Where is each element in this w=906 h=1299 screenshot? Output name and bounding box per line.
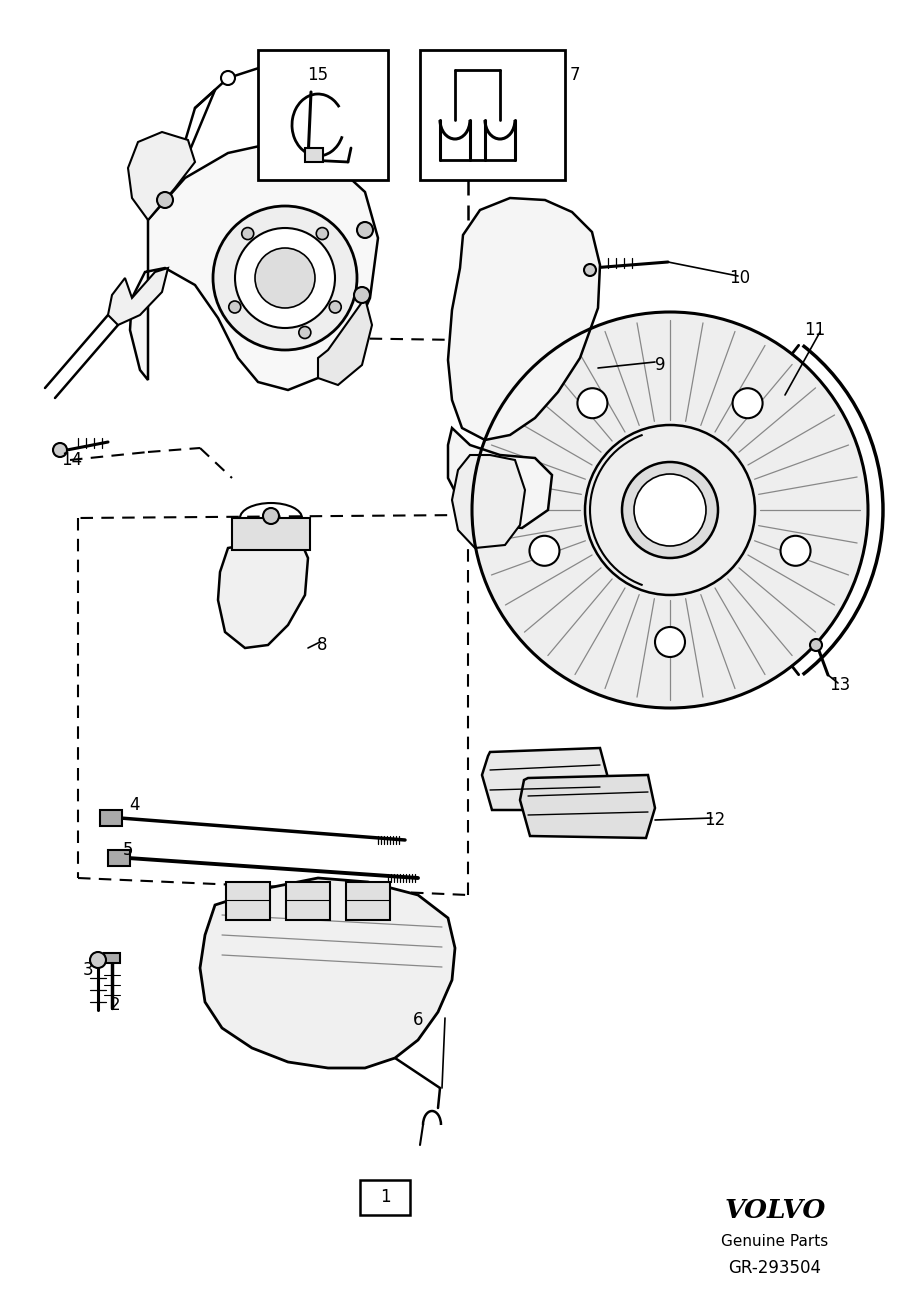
Circle shape [229,301,241,313]
Circle shape [354,287,370,303]
Polygon shape [318,297,372,385]
Text: 4: 4 [130,796,140,814]
Text: 15: 15 [307,66,329,84]
Bar [226,882,270,920]
Circle shape [235,229,335,329]
Circle shape [577,388,607,418]
Polygon shape [200,878,455,1068]
Text: VOLVO: VOLVO [724,1198,825,1222]
Circle shape [319,153,337,171]
Text: 8: 8 [317,637,327,653]
Bar [360,1179,410,1215]
Circle shape [316,227,328,239]
Bar [258,49,388,181]
Circle shape [242,227,254,239]
Bar [286,882,330,920]
Text: 2: 2 [110,996,120,1015]
Text: GR-293504: GR-293504 [728,1259,822,1277]
Circle shape [329,301,342,313]
Circle shape [810,639,822,651]
Circle shape [781,535,811,566]
Polygon shape [482,748,608,811]
Bar [305,148,323,162]
Text: 5: 5 [122,840,133,859]
Text: 7: 7 [570,66,580,84]
Polygon shape [452,455,525,548]
Text: 10: 10 [729,269,750,287]
Text: 6: 6 [413,1011,423,1029]
Bar [420,49,565,181]
Text: 14: 14 [62,451,82,469]
Text: 3: 3 [82,961,93,979]
Circle shape [299,326,311,339]
Polygon shape [448,427,552,527]
Circle shape [655,627,685,657]
Text: 9: 9 [655,356,665,374]
Circle shape [634,474,706,546]
Circle shape [255,248,315,308]
Text: 12: 12 [704,811,726,829]
Text: 11: 11 [805,321,825,339]
Circle shape [733,388,763,418]
Text: 13: 13 [829,675,851,694]
Circle shape [213,207,357,349]
Circle shape [157,192,173,208]
Bar [100,811,122,826]
Polygon shape [520,776,655,838]
Bar [104,953,120,963]
Circle shape [221,71,235,84]
Bar [232,518,310,549]
Polygon shape [108,268,168,325]
Circle shape [53,443,67,457]
Polygon shape [218,535,308,648]
Circle shape [529,535,560,566]
Circle shape [472,312,868,708]
Bar [108,850,130,866]
Circle shape [90,952,106,968]
Polygon shape [128,132,195,220]
Polygon shape [130,142,378,390]
Circle shape [357,222,373,238]
Text: Genuine Parts: Genuine Parts [721,1234,829,1250]
Text: 1: 1 [380,1189,390,1207]
Bar [346,882,390,920]
Polygon shape [448,197,600,440]
Circle shape [263,508,279,523]
Circle shape [622,462,718,559]
Circle shape [584,264,596,275]
